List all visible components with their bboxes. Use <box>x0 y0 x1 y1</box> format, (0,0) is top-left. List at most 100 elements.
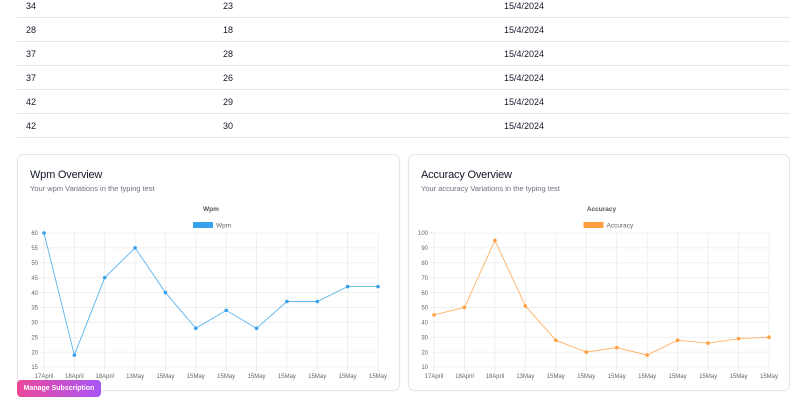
data-point[interactable] <box>614 345 619 350</box>
y-tick-label: 40 <box>421 321 428 327</box>
data-point[interactable] <box>584 350 589 354</box>
table-row: 42 29 15/4/2024 <box>17 90 790 114</box>
y-tick-label: 30 <box>31 321 38 327</box>
x-tick-label: 15May <box>248 374 266 380</box>
x-tick-label: 15May <box>369 374 387 380</box>
legend-swatch <box>193 222 213 228</box>
x-tick-label: 18April <box>95 374 114 380</box>
accuracy-cell: 29 <box>223 97 234 107</box>
y-tick-label: 35 <box>31 306 38 312</box>
table-row: 37 28 15/4/2024 <box>17 42 790 66</box>
table-row: 37 26 15/4/2024 <box>17 66 790 90</box>
card-subtitle: Your accuracy Variations in the typing t… <box>421 184 560 193</box>
card-title: Wpm Overview <box>30 169 103 181</box>
legend-label[interactable]: Wpm <box>216 223 231 230</box>
data-point[interactable] <box>42 231 46 235</box>
data-point[interactable] <box>285 299 289 304</box>
x-tick-label: 15May <box>217 374 235 380</box>
y-tick-label: 30 <box>421 335 428 341</box>
data-point[interactable] <box>163 290 168 295</box>
y-tick-label: 45 <box>31 276 38 282</box>
data-point[interactable] <box>767 335 771 340</box>
x-tick-label: 15May <box>608 374 626 380</box>
data-point[interactable] <box>493 238 497 243</box>
data-point[interactable] <box>736 336 741 341</box>
date-cell: 15/4/2024 <box>504 25 545 35</box>
data-point[interactable] <box>645 353 649 357</box>
x-tick-label: 15May <box>308 374 326 380</box>
y-tick-label: 90 <box>421 246 428 252</box>
data-point[interactable] <box>706 341 710 345</box>
y-tick-label: 20 <box>421 350 428 356</box>
data-point[interactable] <box>315 299 320 304</box>
y-tick-label: 60 <box>421 291 428 297</box>
chart-title: Wpm <box>203 206 219 213</box>
y-tick-label: 50 <box>31 261 38 267</box>
accuracy-cell: 23 <box>223 1 234 11</box>
date-cell: 15/4/2024 <box>504 1 545 11</box>
data-point[interactable] <box>102 275 107 280</box>
wpm-cell: 42 <box>26 97 37 107</box>
accuracy-cell: 30 <box>223 121 234 131</box>
table-row: 34 23 15/4/2024 <box>17 0 790 18</box>
accuracy-cell: 28 <box>223 49 234 59</box>
data-point[interactable] <box>376 284 380 289</box>
data-line <box>43 232 378 357</box>
x-tick-label: 13May <box>516 374 534 380</box>
data-point[interactable] <box>432 313 436 317</box>
x-tick-label: 13May <box>126 374 144 380</box>
wpm-cell: 37 <box>26 73 37 83</box>
y-tick-label: 40 <box>31 291 38 297</box>
date-cell: 15/4/2024 <box>504 73 545 83</box>
legend-label[interactable]: Accuracy <box>607 223 634 230</box>
x-tick-label: 17April <box>35 374 54 380</box>
x-tick-label: 18April <box>455 374 474 380</box>
wpm-cell: 42 <box>26 121 37 131</box>
data-point[interactable] <box>224 308 228 313</box>
y-tick-label: 15 <box>31 365 38 371</box>
data-point[interactable] <box>554 338 558 342</box>
x-tick-label: 15May <box>669 374 687 380</box>
accuracy-cell: 18 <box>223 25 234 35</box>
x-tick-label: 15May <box>339 374 357 380</box>
y-tick-label: 55 <box>31 246 38 252</box>
accuracy-cell: 26 <box>223 73 234 83</box>
x-tick-label: 15May <box>278 374 296 380</box>
data-point[interactable] <box>254 326 259 331</box>
chart-title: Accuracy <box>587 206 617 213</box>
x-tick-label: 18April <box>65 374 84 380</box>
wpm-cell: 37 <box>26 49 37 59</box>
data-point[interactable] <box>72 353 77 357</box>
x-tick-label: 15May <box>760 374 778 380</box>
data-point[interactable] <box>523 304 528 308</box>
y-tick-label: 50 <box>421 306 428 312</box>
table-row: 28 18 15/4/2024 <box>17 18 790 42</box>
y-tick-label: 60 <box>31 231 38 237</box>
y-tick-label: 80 <box>421 261 428 267</box>
accuracy-line-chart[interactable]: Accuracy Accuracy 10 20 30 40 50 60 70 80 90 100 17A… <box>409 155 791 392</box>
date-cell: 15/4/2024 <box>504 97 545 107</box>
wpm-cell: 34 <box>26 1 37 11</box>
legend-swatch <box>583 222 604 228</box>
x-tick-label: 15May <box>730 374 748 380</box>
data-point[interactable] <box>675 338 680 342</box>
y-tick-label: 10 <box>421 365 428 371</box>
wpm-overview-card: Wpm Overview Your wpm Variations in the … <box>17 154 400 391</box>
y-tick-label: 20 <box>31 350 38 356</box>
results-table: 34 23 15/4/2024 28 18 15/4/2024 37 28 15… <box>17 0 790 138</box>
data-point[interactable] <box>345 284 350 289</box>
x-tick-label: 18April <box>486 374 505 380</box>
accuracy-overview-card: Accuracy Overview Your accuracy Variatio… <box>408 154 790 391</box>
x-tick-label: 15May <box>577 374 595 380</box>
data-point[interactable] <box>194 326 198 331</box>
date-cell: 15/4/2024 <box>504 49 545 59</box>
x-tick-label: 15May <box>547 374 565 380</box>
manage-subscription-button[interactable]: Manage Subscription <box>17 380 101 397</box>
x-tick-label: 15May <box>638 374 656 380</box>
data-point[interactable] <box>462 305 467 310</box>
card-subtitle: Your wpm Variations in the typing test <box>30 184 155 193</box>
wpm-line-chart[interactable]: Wpm Wpm 15 20 25 30 35 40 45 50 55 60 17April 18April… <box>18 155 401 392</box>
x-tick-label: 15May <box>156 374 174 380</box>
wpm-cell: 28 <box>26 25 37 35</box>
data-point[interactable] <box>133 246 137 250</box>
